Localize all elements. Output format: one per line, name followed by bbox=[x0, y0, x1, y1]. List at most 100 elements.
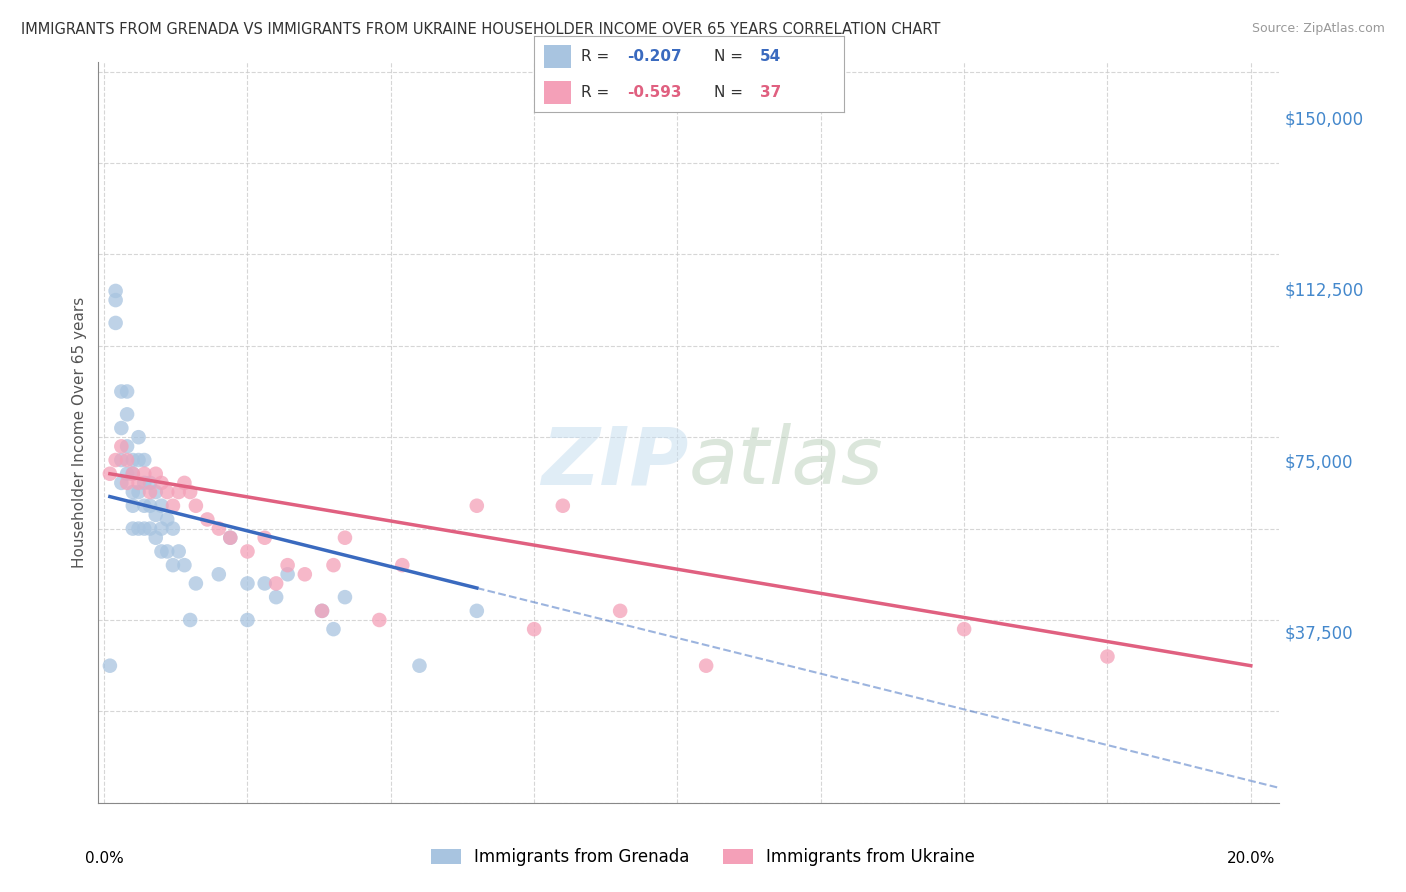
Point bbox=[145, 531, 167, 545]
Point bbox=[115, 439, 138, 453]
Point bbox=[465, 604, 488, 618]
Point bbox=[277, 558, 299, 573]
Text: atlas: atlas bbox=[689, 423, 884, 501]
Point bbox=[219, 531, 242, 545]
Point bbox=[167, 544, 190, 558]
Point bbox=[115, 475, 138, 490]
Point bbox=[139, 499, 162, 513]
Point bbox=[391, 558, 413, 573]
Point bbox=[179, 485, 201, 500]
Point bbox=[208, 522, 231, 536]
Text: R =: R = bbox=[581, 49, 614, 63]
Point bbox=[115, 408, 138, 422]
Text: 0.0%: 0.0% bbox=[84, 851, 124, 866]
Point bbox=[253, 531, 276, 545]
Point bbox=[121, 467, 143, 481]
Point bbox=[162, 522, 184, 536]
Point bbox=[121, 522, 143, 536]
Text: -0.593: -0.593 bbox=[627, 85, 682, 100]
Point bbox=[236, 544, 259, 558]
Point bbox=[110, 421, 132, 435]
Point bbox=[179, 613, 201, 627]
Point bbox=[333, 590, 356, 604]
Point bbox=[110, 475, 132, 490]
Point bbox=[134, 475, 156, 490]
Point bbox=[98, 467, 121, 481]
Point bbox=[523, 622, 546, 636]
Point bbox=[145, 485, 167, 500]
Point bbox=[162, 499, 184, 513]
Point bbox=[104, 316, 127, 330]
Point bbox=[110, 453, 132, 467]
Point bbox=[195, 512, 218, 526]
Point bbox=[134, 522, 156, 536]
Y-axis label: Householder Income Over 65 years: Householder Income Over 65 years bbox=[72, 297, 87, 568]
Point bbox=[162, 558, 184, 573]
Point bbox=[311, 604, 333, 618]
Point bbox=[110, 439, 132, 453]
Point bbox=[695, 658, 717, 673]
Point bbox=[609, 604, 631, 618]
Point bbox=[115, 384, 138, 399]
Point bbox=[253, 576, 276, 591]
Point bbox=[156, 544, 179, 558]
Point bbox=[277, 567, 299, 582]
Point bbox=[150, 499, 173, 513]
Point bbox=[110, 384, 132, 399]
Bar bbox=[544, 81, 571, 104]
Point bbox=[264, 590, 287, 604]
Point bbox=[333, 531, 356, 545]
Point bbox=[173, 475, 195, 490]
Point bbox=[128, 453, 150, 467]
Point bbox=[98, 658, 121, 673]
Text: -0.207: -0.207 bbox=[627, 49, 682, 63]
Point bbox=[145, 467, 167, 481]
Point bbox=[115, 467, 138, 481]
Point bbox=[134, 453, 156, 467]
Point bbox=[128, 485, 150, 500]
Legend: Immigrants from Grenada, Immigrants from Ukraine: Immigrants from Grenada, Immigrants from… bbox=[423, 840, 983, 875]
Point bbox=[150, 544, 173, 558]
Point bbox=[128, 430, 150, 444]
Text: R =: R = bbox=[581, 85, 614, 100]
Bar bbox=[544, 45, 571, 68]
Point bbox=[294, 567, 316, 582]
Text: N =: N = bbox=[714, 49, 748, 63]
Point bbox=[115, 453, 138, 467]
Point bbox=[368, 613, 391, 627]
Point bbox=[184, 576, 207, 591]
Point bbox=[134, 467, 156, 481]
Point bbox=[208, 567, 231, 582]
Point bbox=[150, 522, 173, 536]
Point bbox=[236, 576, 259, 591]
Point bbox=[953, 622, 976, 636]
Point bbox=[121, 499, 143, 513]
Text: 54: 54 bbox=[761, 49, 782, 63]
Point bbox=[145, 508, 167, 522]
Point bbox=[551, 499, 574, 513]
Point bbox=[139, 522, 162, 536]
Text: N =: N = bbox=[714, 85, 748, 100]
Point bbox=[128, 522, 150, 536]
Point bbox=[322, 622, 344, 636]
Point bbox=[139, 485, 162, 500]
Text: ZIP: ZIP bbox=[541, 423, 689, 501]
Point bbox=[465, 499, 488, 513]
Point bbox=[121, 453, 143, 467]
Point bbox=[104, 284, 127, 298]
Point bbox=[264, 576, 287, 591]
Point bbox=[219, 531, 242, 545]
Point bbox=[150, 475, 173, 490]
Point bbox=[1097, 649, 1119, 664]
Point bbox=[156, 512, 179, 526]
Point bbox=[121, 485, 143, 500]
Text: 37: 37 bbox=[761, 85, 782, 100]
Text: Source: ZipAtlas.com: Source: ZipAtlas.com bbox=[1251, 22, 1385, 36]
Point bbox=[156, 485, 179, 500]
Point bbox=[134, 499, 156, 513]
Point bbox=[104, 453, 127, 467]
Text: 20.0%: 20.0% bbox=[1226, 851, 1275, 866]
Point bbox=[167, 485, 190, 500]
Point bbox=[104, 293, 127, 307]
Point bbox=[236, 613, 259, 627]
